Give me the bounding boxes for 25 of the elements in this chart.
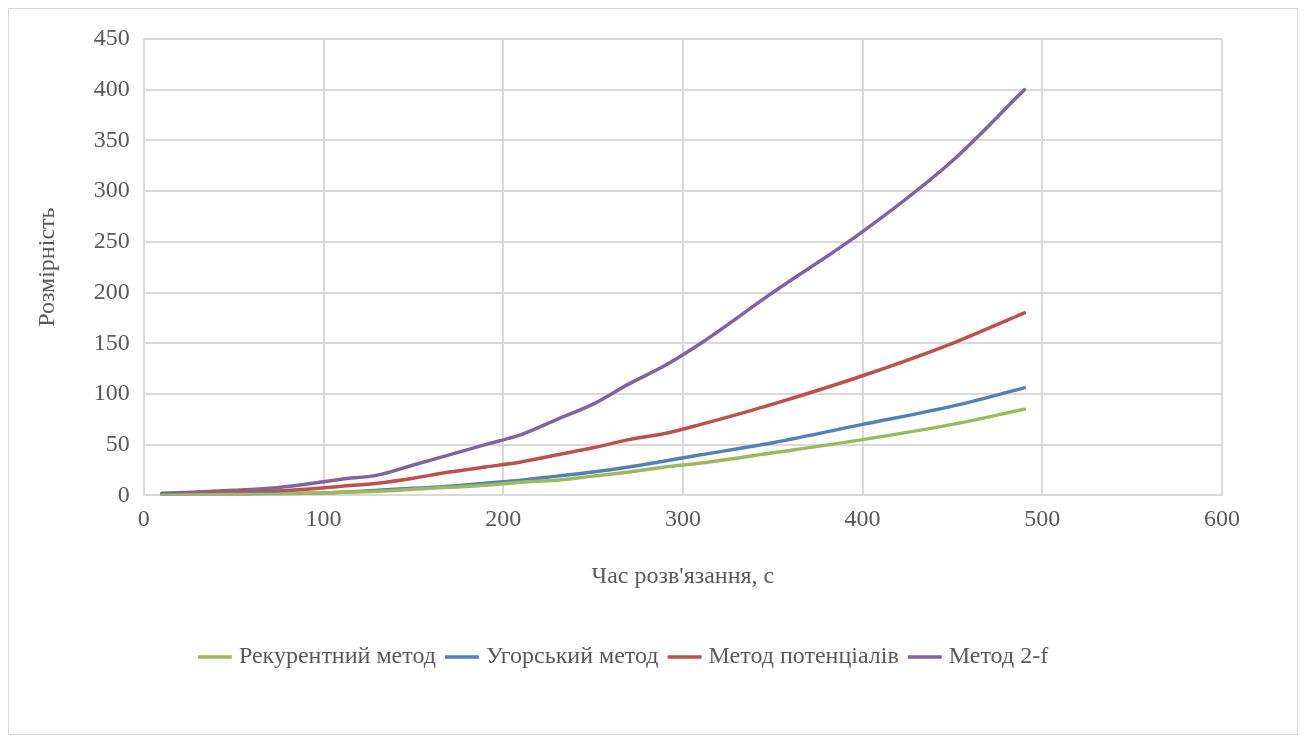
x-tick-label: 300 — [664, 505, 701, 532]
y-axis-title: Розмірність — [32, 207, 59, 327]
y-tick-label: 400 — [93, 75, 130, 102]
y-tick-label: 150 — [93, 328, 130, 355]
legend-label: Рекурентний метод — [238, 642, 436, 669]
x-tick-label: 0 — [137, 505, 150, 532]
line-series — [160, 407, 1027, 496]
line-series — [160, 87, 1027, 496]
y-tick-label: 200 — [93, 277, 130, 304]
x-tick-label: 600 — [1204, 505, 1240, 532]
y-tick-label: 50 — [105, 429, 130, 456]
y-tick-label: 450 — [93, 24, 130, 51]
x-tick-label: 200 — [485, 505, 522, 532]
legend-label: Метод потенціалів — [708, 642, 899, 669]
x-tick-label: 100 — [305, 505, 342, 532]
x-tick-label: 400 — [844, 505, 881, 532]
y-tick-label: 250 — [93, 227, 130, 254]
legend-label: Угорський метод — [485, 642, 659, 669]
y-tick-label: 100 — [93, 379, 130, 406]
x-axis-title: Час розв'язання, с — [591, 561, 775, 588]
x-tick-label: 500 — [1024, 505, 1061, 532]
y-tick-label: 350 — [93, 125, 130, 152]
y-tick-label: 0 — [117, 480, 130, 507]
y-tick-label: 300 — [93, 176, 130, 203]
legend-label: Метод 2-f — [948, 642, 1049, 669]
